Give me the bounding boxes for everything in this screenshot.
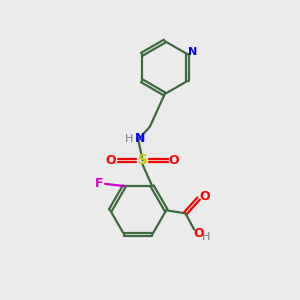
Text: N: N (134, 132, 145, 145)
Text: S: S (138, 153, 148, 167)
Text: H: H (124, 134, 133, 143)
Text: O: O (106, 154, 116, 167)
Text: O: O (199, 190, 210, 203)
Text: N: N (188, 47, 198, 57)
Text: F: F (95, 177, 103, 190)
Text: O: O (169, 154, 179, 167)
Text: H: H (202, 232, 211, 242)
Text: O: O (193, 226, 204, 239)
